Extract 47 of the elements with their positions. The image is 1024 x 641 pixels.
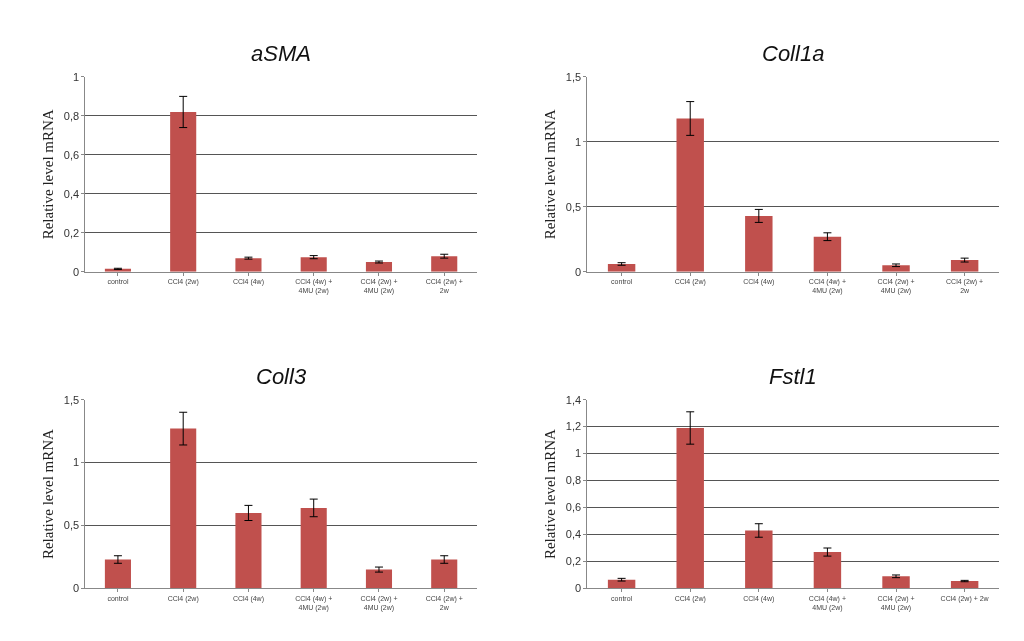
y-tick-label: 1 <box>72 70 80 83</box>
y-axis-title: Relative level mRNA <box>542 428 559 560</box>
bar <box>300 257 327 272</box>
y-axis-title: Relative level mRNA <box>542 109 559 240</box>
y-tick-label: 1,5 <box>565 70 582 83</box>
bar <box>170 428 197 589</box>
y-tick-label: 1 <box>574 135 582 148</box>
bar <box>300 507 327 589</box>
y-tick-label: 0 <box>72 582 80 595</box>
y-tick-label: 0 <box>574 582 582 595</box>
bar <box>431 559 458 589</box>
y-tick-label: 0,4 <box>565 528 582 541</box>
bar <box>235 512 262 589</box>
y-tick-label: 0,2 <box>565 555 582 568</box>
y-tick-label: 0,5 <box>565 200 582 213</box>
bar <box>365 569 393 589</box>
bar <box>676 118 704 272</box>
y-axis-title: Relative level mRNA <box>40 109 57 240</box>
y-tick-label: 0,5 <box>63 519 80 532</box>
y-tick-label: 0,2 <box>63 226 80 239</box>
chart-title: Fstl1 <box>769 364 817 389</box>
y-tick-label: 1,5 <box>63 393 80 406</box>
y-tick-label: 0,6 <box>63 148 80 161</box>
y-tick-label: 0,6 <box>565 501 582 514</box>
y-tick-label: 0 <box>72 265 80 278</box>
bar <box>170 111 197 272</box>
y-tick-label: 0,8 <box>565 474 582 487</box>
y-tick-label: 0,4 <box>63 187 80 200</box>
chart-title: Coll1a <box>762 41 825 66</box>
bar <box>235 258 262 272</box>
chart-title: Coll3 <box>256 364 307 389</box>
y-tick-label: 1,4 <box>565 393 582 406</box>
bar <box>813 552 842 589</box>
y-tick-label: 1 <box>72 456 80 469</box>
bar <box>104 559 131 589</box>
chart-title: aSMA <box>251 41 311 66</box>
bar <box>431 256 458 272</box>
bar <box>813 236 842 272</box>
bar <box>676 427 704 589</box>
bar <box>745 215 773 272</box>
y-tick-label: 0 <box>574 265 582 278</box>
y-tick-label: 1,2 <box>565 420 582 433</box>
y-tick-label: 1 <box>574 447 582 460</box>
bar <box>745 530 773 589</box>
bar <box>882 576 910 589</box>
y-axis-title: Relative level mRNA <box>40 428 57 560</box>
y-tick-label: 0,8 <box>63 109 80 122</box>
